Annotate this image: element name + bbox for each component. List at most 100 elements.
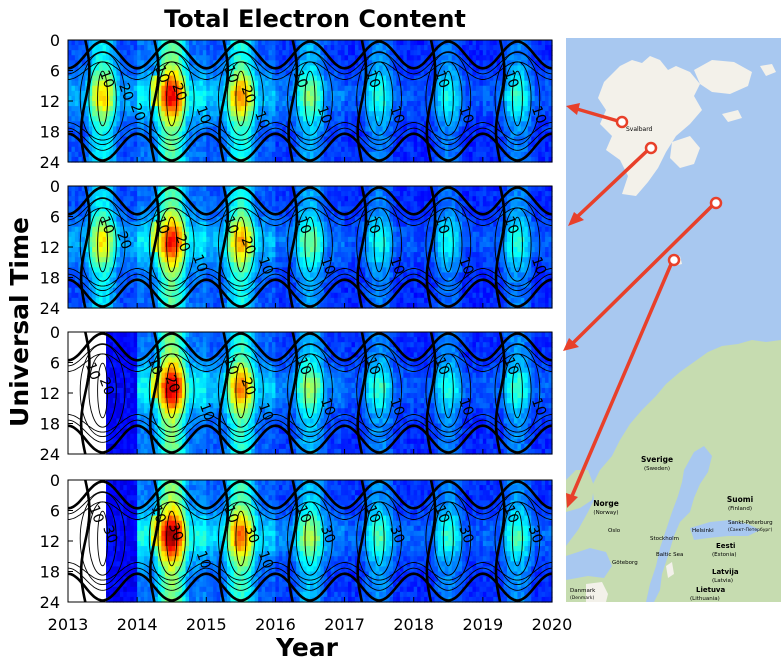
heatmap-cell [254,106,259,112]
heatmap-cell [109,252,114,258]
heatmap-cell [192,121,197,128]
heatmap-cell [209,297,214,304]
heatmap-cell [92,95,97,102]
heatmap-cell [524,146,529,153]
heatmap-cell [444,45,449,51]
heatmap-cell [334,80,339,87]
heatmap-cell [420,70,425,77]
heatmap-cell [161,201,166,207]
heatmap-cell [278,156,283,163]
heatmap-cell [251,156,256,163]
heatmap-cell [88,247,93,253]
heatmap-cell [182,75,187,82]
heatmap-cell [462,90,467,97]
heatmap-cell [271,106,277,112]
heatmap-cell [437,121,442,128]
heatmap-cell [261,116,266,122]
heatmap-cell [68,80,73,87]
heatmap-cell [413,85,418,92]
heatmap-cell [150,45,156,51]
heatmap-cell [78,80,83,87]
heatmap-cell [223,257,228,263]
heatmap-cell [240,252,245,258]
heatmap-cell [261,50,266,56]
heatmap-cell [275,302,280,309]
heatmap-cell [254,95,259,102]
heatmap-cell [213,131,218,138]
heatmap-cell [202,126,207,133]
heatmap-cell [275,151,280,158]
heatmap-cell [251,211,256,218]
heatmap-cell [71,40,76,46]
heatmap-cell [337,85,342,92]
heatmap-cell [316,45,321,51]
heatmap-cell [271,126,277,133]
heatmap-cell [503,136,508,143]
heatmap-cell [154,141,159,148]
heatmap-cell [230,302,235,309]
heatmap-cell [469,141,474,148]
heatmap-cell [375,151,380,158]
heatmap-cell [254,186,259,192]
heatmap-cell [465,75,470,82]
heatmap-cell [368,141,373,148]
heatmap-cell [299,131,304,138]
heatmap-cell [78,206,83,213]
heatmap-cell [282,151,287,158]
heatmap-cell [462,80,467,87]
heatmap-cell [441,55,446,61]
heatmap-cell [102,65,107,72]
heatmap-cell [261,141,266,148]
heatmap-cell [126,40,131,46]
heatmap-cell [227,106,232,112]
heatmap-cell [451,95,456,102]
heatmap-cell [95,70,100,77]
heatmap-cell [268,216,273,223]
heatmap-cell [479,151,484,158]
heatmap-cell [496,80,501,87]
heatmap-cell [230,40,235,46]
heatmap-cell [275,241,280,248]
heatmap-cell [341,60,346,67]
heatmap-cell [106,101,111,107]
heatmap-cell [462,101,467,107]
heatmap-cell [444,136,449,143]
heatmap-cell [486,151,491,158]
heatmap-cell [140,90,145,97]
heatmap-cell [386,126,391,133]
heatmap-cell [531,106,536,112]
heatmap-cell [175,101,180,107]
heatmap-cell [472,146,477,153]
heatmap-cell [140,95,145,102]
heatmap-cell [465,131,470,138]
heatmap-cell [147,292,152,299]
heatmap-cell [157,252,162,258]
heatmap-cell [420,65,425,72]
heatmap-cell [444,70,449,77]
heatmap-cell [157,196,162,202]
heatmap-cell [150,262,156,268]
heatmap-cell [389,156,394,163]
heatmap-cell [427,85,432,92]
heatmap-cell [161,131,166,138]
heatmap-cell [486,146,491,153]
heatmap-cell [247,206,252,213]
heatmap-cell [195,131,200,138]
heatmap-cell [189,156,194,163]
heatmap-cell [178,40,183,46]
heatmap-cell [271,231,277,238]
heatmap-cell [354,116,359,122]
heatmap-cell [361,75,366,82]
heatmap-cell [168,191,173,197]
heatmap-cell [227,101,232,107]
heatmap-cell [275,45,280,51]
heatmap-cell [265,201,270,207]
heatmap-cell [92,141,97,148]
heatmap-cell [88,231,93,238]
heatmap-cell [275,95,280,102]
heatmap-cell [233,287,238,294]
heatmap-cell [227,126,232,133]
heatmap-cell [126,241,131,248]
heatmap-cell [265,141,270,148]
heatmap-cell [410,116,415,122]
